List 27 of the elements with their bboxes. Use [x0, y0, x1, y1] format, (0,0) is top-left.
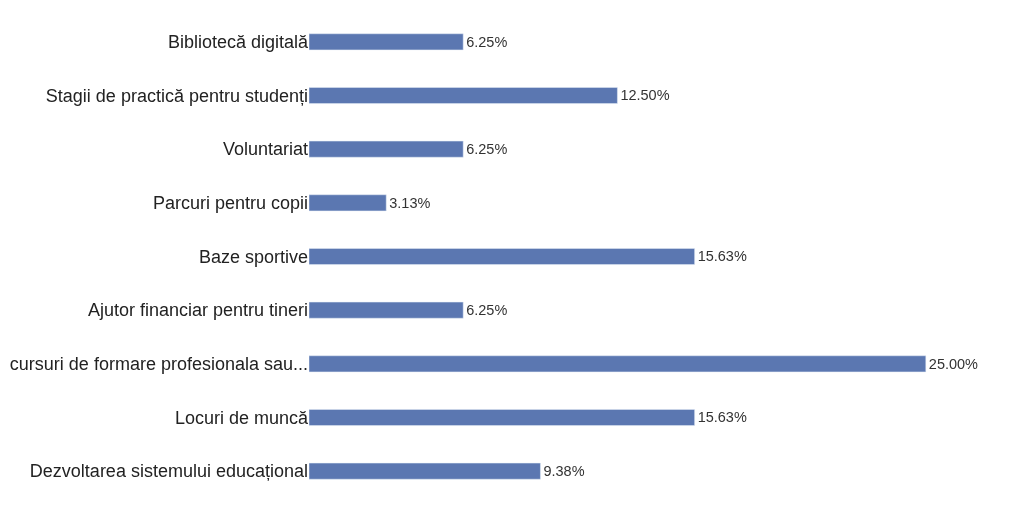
bar: [309, 87, 618, 104]
bar: [309, 355, 927, 373]
data-label: 6.25%: [466, 33, 508, 50]
y-tick-label: Bibliotecă digitală: [167, 32, 309, 53]
y-tick-label: Voluntariat: [222, 139, 308, 160]
y-tick-label: Stagii de practică pentru studenți: [45, 85, 308, 106]
data-label: 6.25%: [466, 302, 508, 318]
data-label: 25.00%: [928, 355, 979, 372]
data-label: 9.38%: [543, 463, 585, 479]
bar: [309, 462, 541, 480]
y-tick-label: Dezvoltarea sistemului educațional: [29, 461, 308, 482]
y-tick-label: Ajutor financiar pentru tineri: [87, 300, 308, 321]
bar: [309, 409, 695, 426]
data-label: 12.50%: [620, 87, 670, 104]
y-tick-label: Locuri de muncă: [174, 407, 309, 428]
bar: [309, 194, 387, 212]
data-label: 6.25%: [466, 141, 508, 157]
data-label: 3.13%: [389, 194, 431, 211]
bar: [309, 140, 464, 158]
bar: [309, 248, 695, 265]
y-tick-label: Baze sportive: [198, 246, 308, 267]
y-tick-label: cursuri de formare profesionala sau...: [9, 354, 308, 375]
bar: [309, 301, 464, 319]
bar: [309, 33, 464, 51]
y-tick-label: Parcuri pentru copii: [152, 193, 308, 214]
data-label: 15.63%: [697, 248, 747, 265]
data-label: 15.63%: [697, 409, 747, 426]
